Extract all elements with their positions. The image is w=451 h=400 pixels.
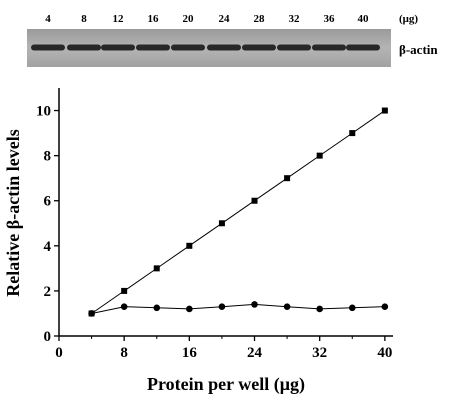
x-ticks: 0 8 16 24 32 40 <box>55 336 392 361</box>
x-axis-title: Protein per well (μg) <box>147 374 305 395</box>
data-point-square <box>218 220 225 227</box>
data-point-square <box>349 130 356 137</box>
y-axis-title: Relative β-actin levels <box>3 129 23 296</box>
series-line-circle <box>91 303 385 314</box>
blot-band <box>277 44 311 51</box>
blot-protein-label: β-actin <box>399 42 438 57</box>
lane-label: 40 <box>358 13 370 25</box>
blot-band <box>242 44 276 51</box>
y-tick-label: 8 <box>44 149 52 165</box>
lane-label: 4 <box>45 13 51 25</box>
x-tick-label: 40 <box>377 345 392 361</box>
x-tick-label: 32 <box>312 345 327 361</box>
y-tick-label: 10 <box>36 104 51 120</box>
x-tick-label: 24 <box>247 345 263 361</box>
lane-label: 20 <box>183 13 195 25</box>
lane-label: 8 <box>81 13 87 25</box>
blot-band <box>346 44 380 51</box>
y-tick-label: 0 <box>44 329 52 345</box>
blot-unit-label: (μg) <box>399 13 418 25</box>
lane-label: 12 <box>113 13 125 25</box>
lane-label: 28 <box>254 13 266 25</box>
data-point-circle <box>153 304 161 312</box>
data-point-circle <box>218 303 226 310</box>
data-point-square <box>251 197 258 204</box>
blot-band <box>136 44 170 51</box>
data-point-circle <box>348 304 356 312</box>
data-point-circle <box>381 303 389 310</box>
x-tick-label: 0 <box>55 345 63 361</box>
data-point-square <box>316 152 323 159</box>
y-tick-label: 2 <box>44 284 52 300</box>
data-point-circle <box>186 305 193 313</box>
series-layer <box>88 107 389 317</box>
x-tick-label: 8 <box>120 345 128 361</box>
data-point-circle <box>316 305 323 313</box>
lane-label: 32 <box>289 13 301 25</box>
y-tick-label: 6 <box>44 194 52 210</box>
blot-band <box>207 44 241 51</box>
blot-band <box>31 44 65 51</box>
series-line-square <box>91 110 386 314</box>
data-point-circle <box>120 303 128 310</box>
data-point-square <box>284 175 291 182</box>
watermark: 知乎 @酸菜 <box>372 370 436 385</box>
blot-band <box>67 44 101 51</box>
data-point-square <box>153 265 160 272</box>
data-point-circle <box>283 303 291 310</box>
lane-label: 16 <box>148 13 160 25</box>
y-ticks: 0 2 4 6 8 10 <box>36 104 59 345</box>
lane-labels: 4 8 12 16 20 24 28 32 36 40 <box>45 13 369 25</box>
data-point-square <box>186 242 193 249</box>
data-point-circle <box>251 301 258 308</box>
x-tick-label: 16 <box>182 345 198 361</box>
blot-band <box>312 44 346 51</box>
data-point-square <box>381 107 388 114</box>
blot-band <box>171 44 205 51</box>
lane-label: 36 <box>324 13 336 25</box>
data-point-square <box>121 287 128 294</box>
y-tick-label: 4 <box>44 239 52 255</box>
lane-label: 24 <box>219 13 231 25</box>
blot-bands <box>31 44 380 51</box>
western-blot: 4 8 12 16 20 24 28 32 36 40 (μg) β-actin <box>27 13 438 67</box>
blot-band <box>101 44 135 51</box>
data-point-circle <box>88 310 95 317</box>
